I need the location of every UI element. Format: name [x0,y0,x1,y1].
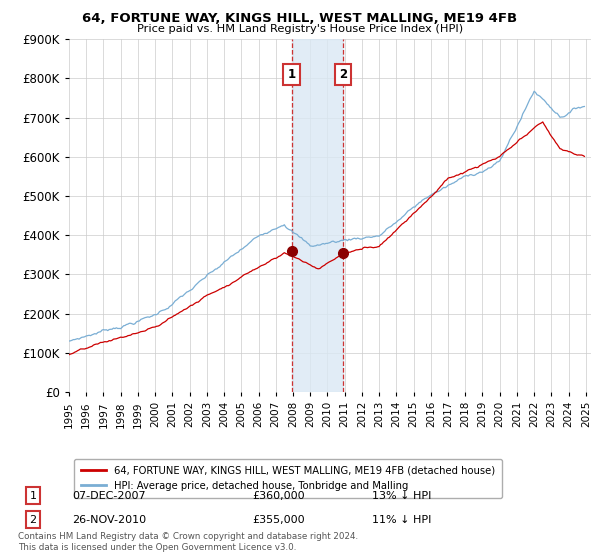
Text: 07-DEC-2007: 07-DEC-2007 [72,491,146,501]
Text: 1: 1 [29,491,37,501]
Text: 26-NOV-2010: 26-NOV-2010 [72,515,146,525]
Text: Contains HM Land Registry data © Crown copyright and database right 2024.
This d: Contains HM Land Registry data © Crown c… [18,532,358,552]
Text: 1: 1 [287,68,296,81]
Text: £355,000: £355,000 [252,515,305,525]
Text: 13% ↓ HPI: 13% ↓ HPI [372,491,431,501]
Text: £360,000: £360,000 [252,491,305,501]
Text: Price paid vs. HM Land Registry's House Price Index (HPI): Price paid vs. HM Land Registry's House … [137,24,463,34]
Legend: 64, FORTUNE WAY, KINGS HILL, WEST MALLING, ME19 4FB (detached house), HPI: Avera: 64, FORTUNE WAY, KINGS HILL, WEST MALLIN… [74,459,502,498]
Text: 11% ↓ HPI: 11% ↓ HPI [372,515,431,525]
Bar [292,39,343,392]
Text: 2: 2 [29,515,37,525]
Text: 2: 2 [339,68,347,81]
Text: 64, FORTUNE WAY, KINGS HILL, WEST MALLING, ME19 4FB: 64, FORTUNE WAY, KINGS HILL, WEST MALLIN… [82,12,518,25]
